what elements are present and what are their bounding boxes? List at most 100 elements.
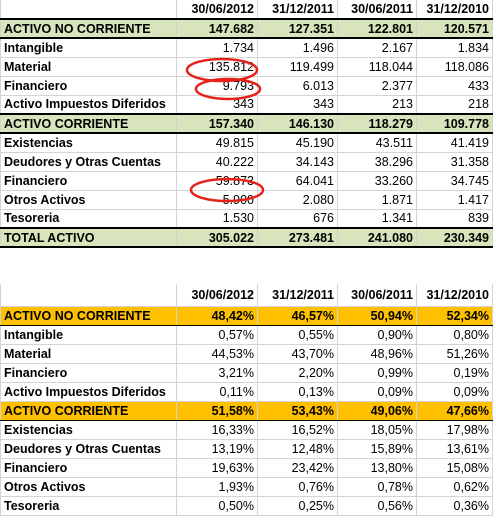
row-label: ACTIVO CORRIENTE <box>0 400 177 421</box>
cell-value: 53,43% <box>257 400 338 421</box>
spacer <box>0 248 496 284</box>
table-row: Tesoreria 1.530 676 1.341 839 <box>0 208 493 229</box>
cell-value: 1.341 <box>337 208 417 229</box>
cell-value: 0,11% <box>176 381 258 402</box>
cell-value: 0,25% <box>257 495 338 516</box>
cell-value: 17,98% <box>416 419 493 440</box>
row-label: Existencias <box>0 419 177 440</box>
cell-value: 1,93% <box>176 476 258 497</box>
row-label: Tesoreria <box>0 208 177 229</box>
cell-value: 2,20% <box>257 362 338 383</box>
cell-value: 1.871 <box>337 189 417 210</box>
cell-value: 0,57% <box>176 324 258 345</box>
cell-value: 0,62% <box>416 476 493 497</box>
cell-value: 52,34% <box>416 305 493 326</box>
table-row: Material 135.812 119.499 118.044 118.086 <box>0 56 493 77</box>
table-row: Existencias 16,33% 16,52% 18,05% 17,98% <box>0 419 493 440</box>
cell-value: 12,48% <box>257 438 338 459</box>
cell-value: 0,09% <box>337 381 417 402</box>
cell-value: 135.812 <box>176 56 258 77</box>
cell-value: 40.222 <box>176 151 258 172</box>
cell-value: 33.260 <box>337 170 417 191</box>
cell-value: 119.499 <box>257 56 338 77</box>
header-corner <box>0 0 177 20</box>
cell-value: 0,56% <box>337 495 417 516</box>
row-label: Material <box>0 343 177 364</box>
row-label: Financiero <box>0 75 177 96</box>
cell-value: 0,09% <box>416 381 493 402</box>
cell-value: 127.351 <box>257 18 338 39</box>
header-date: 30/06/2012 <box>176 284 258 307</box>
cell-value: 19,63% <box>176 457 258 478</box>
header-date: 31/12/2010 <box>416 0 493 20</box>
section-row: ACTIVO NO CORRIENTE 48,42% 46,57% 50,94% 52,… <box>0 305 493 326</box>
header-row: 30/06/2012 31/12/2011 30/06/2011 31/12/2010 <box>0 284 493 307</box>
cell-value: 34.745 <box>416 170 493 191</box>
row-label: Deudores y Otras Cuentas <box>0 438 177 459</box>
cell-value: 2.080 <box>257 189 338 210</box>
cell-value: 2.377 <box>337 75 417 96</box>
row-label: TOTAL ACTIVO <box>0 227 177 248</box>
table-row: Deudores y Otras Cuentas 13,19% 12,48% 15,8… <box>0 438 493 459</box>
cell-value: 44,53% <box>176 343 258 364</box>
cell-value: 118.086 <box>416 56 493 77</box>
cell-value: 47,66% <box>416 400 493 421</box>
row-label: Financiero <box>0 170 177 191</box>
cell-value: 0,13% <box>257 381 338 402</box>
cell-value: 241.080 <box>337 227 417 248</box>
row-label: Financiero <box>0 362 177 383</box>
cell-value: 147.682 <box>176 18 258 39</box>
table-row: Intangible 1.734 1.496 2.167 1.834 <box>0 37 493 58</box>
cell-value: 273.481 <box>257 227 338 248</box>
cell-value: 13,80% <box>337 457 417 478</box>
spreadsheet: 30/06/2012 31/12/2011 30/06/2011 31/12/2010… <box>0 0 496 516</box>
cell-value: 0,80% <box>416 324 493 345</box>
cell-value: 18,05% <box>337 419 417 440</box>
section-row: ACTIVO CORRIENTE 51,58% 53,43% 49,06% 47,66% <box>0 400 493 421</box>
section-row: ACTIVO NO CORRIENTE 147.682 127.351 122.801… <box>0 18 493 39</box>
cell-value: 41.419 <box>416 132 493 153</box>
table-row: Financiero 3,21% 2,20% 0,99% 0,19% <box>0 362 493 383</box>
cell-value: 48,96% <box>337 343 417 364</box>
total-row: TOTAL ACTIVO 305.022 273.481 241.080 230.349 <box>0 227 493 248</box>
balance-table-percent: 30/06/2012 31/12/2011 30/06/2011 31/12/2010… <box>0 284 493 516</box>
header-date: 31/12/2011 <box>257 0 338 20</box>
cell-value: 0,19% <box>416 362 493 383</box>
cell-value: 118.044 <box>337 56 417 77</box>
cell-value: 3,21% <box>176 362 258 383</box>
row-label: Intangible <box>0 37 177 58</box>
cell-value: 1.734 <box>176 37 258 58</box>
table-row: Otros Activos 1,93% 0,76% 0,78% 0,62% <box>0 476 493 497</box>
balance-table-absolute: 30/06/2012 31/12/2011 30/06/2011 31/12/2010… <box>0 0 493 248</box>
header-row: 30/06/2012 31/12/2011 30/06/2011 31/12/2010 <box>0 0 493 20</box>
row-label: Financiero <box>0 457 177 478</box>
row-label: Deudores y Otras Cuentas <box>0 151 177 172</box>
header-date: 31/12/2010 <box>416 284 493 307</box>
table-row: Financiero 9.793 6.013 2.377 433 <box>0 75 493 96</box>
header-date: 30/06/2011 <box>337 0 417 20</box>
cell-value: 118.279 <box>337 113 417 134</box>
cell-value: 0,55% <box>257 324 338 345</box>
cell-value: 0,50% <box>176 495 258 516</box>
cell-value: 23,42% <box>257 457 338 478</box>
cell-value: 49,06% <box>337 400 417 421</box>
cell-value: 49.815 <box>176 132 258 153</box>
table-row: Intangible 0,57% 0,55% 0,90% 0,80% <box>0 324 493 345</box>
cell-value: 676 <box>257 208 338 229</box>
cell-value: 6.013 <box>257 75 338 96</box>
cell-value: 9.793 <box>176 75 258 96</box>
table-row: Existencias 49.815 45.190 43.511 41.419 <box>0 132 493 153</box>
row-label: Intangible <box>0 324 177 345</box>
cell-value: 64.041 <box>257 170 338 191</box>
row-label: Otros Activos <box>0 476 177 497</box>
cell-value: 122.801 <box>337 18 417 39</box>
cell-value: 50,94% <box>337 305 417 326</box>
cell-value: 45.190 <box>257 132 338 153</box>
row-label: ACTIVO NO CORRIENTE <box>0 305 177 326</box>
cell-value: 38.296 <box>337 151 417 172</box>
cell-value: 16,52% <box>257 419 338 440</box>
cell-value: 59.873 <box>176 170 258 191</box>
cell-value: 46,57% <box>257 305 338 326</box>
table-row: Financiero 59.873 64.041 33.260 34.745 <box>0 170 493 191</box>
cell-value: 5.900 <box>176 189 258 210</box>
